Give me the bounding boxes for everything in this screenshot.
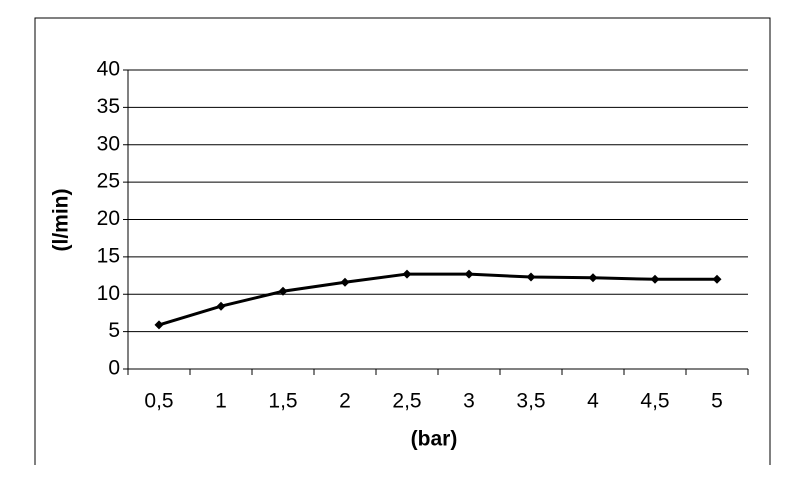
data-point xyxy=(650,274,660,284)
y-tick-label: 35 xyxy=(97,95,120,118)
data-point xyxy=(154,320,164,330)
data-point xyxy=(712,274,722,284)
data-point xyxy=(216,301,226,311)
x-tick-label: 2 xyxy=(339,390,351,413)
y-tick-label: 0 xyxy=(108,357,120,380)
y-tick-label: 30 xyxy=(97,132,120,155)
data-point xyxy=(278,286,288,296)
y-tick-label: 5 xyxy=(108,319,120,342)
x-tick-label: 5 xyxy=(711,390,723,413)
data-point xyxy=(402,269,412,279)
y-tick-label: 15 xyxy=(97,244,120,267)
x-tick-label: 1 xyxy=(215,390,227,413)
data-line xyxy=(158,272,717,327)
x-tick-label: 0,5 xyxy=(144,390,173,413)
x-tick-label: 3 xyxy=(463,390,475,413)
y-axis-title: (l/min) xyxy=(50,189,73,252)
x-tick-label: 2,5 xyxy=(392,390,421,413)
x-tick-label: 3,5 xyxy=(516,390,545,413)
data-point xyxy=(526,272,536,282)
x-tick-label: 4,5 xyxy=(640,390,669,413)
frame xyxy=(34,17,771,465)
y-tick-label: 20 xyxy=(97,207,120,230)
y-tick-label: 10 xyxy=(97,282,120,305)
x-tick-label: 4 xyxy=(587,390,599,413)
y-tick-label: 25 xyxy=(97,170,120,193)
data-point xyxy=(588,273,598,283)
x-axis-title: (bar) xyxy=(411,428,458,451)
y-tick-label: 40 xyxy=(97,58,120,81)
x-tick-label: 1,5 xyxy=(268,390,297,413)
data-point xyxy=(340,277,350,287)
data-point xyxy=(464,269,474,279)
